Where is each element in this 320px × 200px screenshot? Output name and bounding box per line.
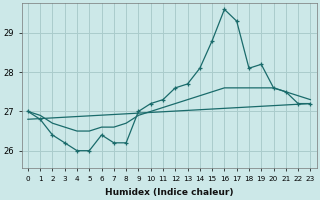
X-axis label: Humidex (Indice chaleur): Humidex (Indice chaleur)	[105, 188, 233, 197]
